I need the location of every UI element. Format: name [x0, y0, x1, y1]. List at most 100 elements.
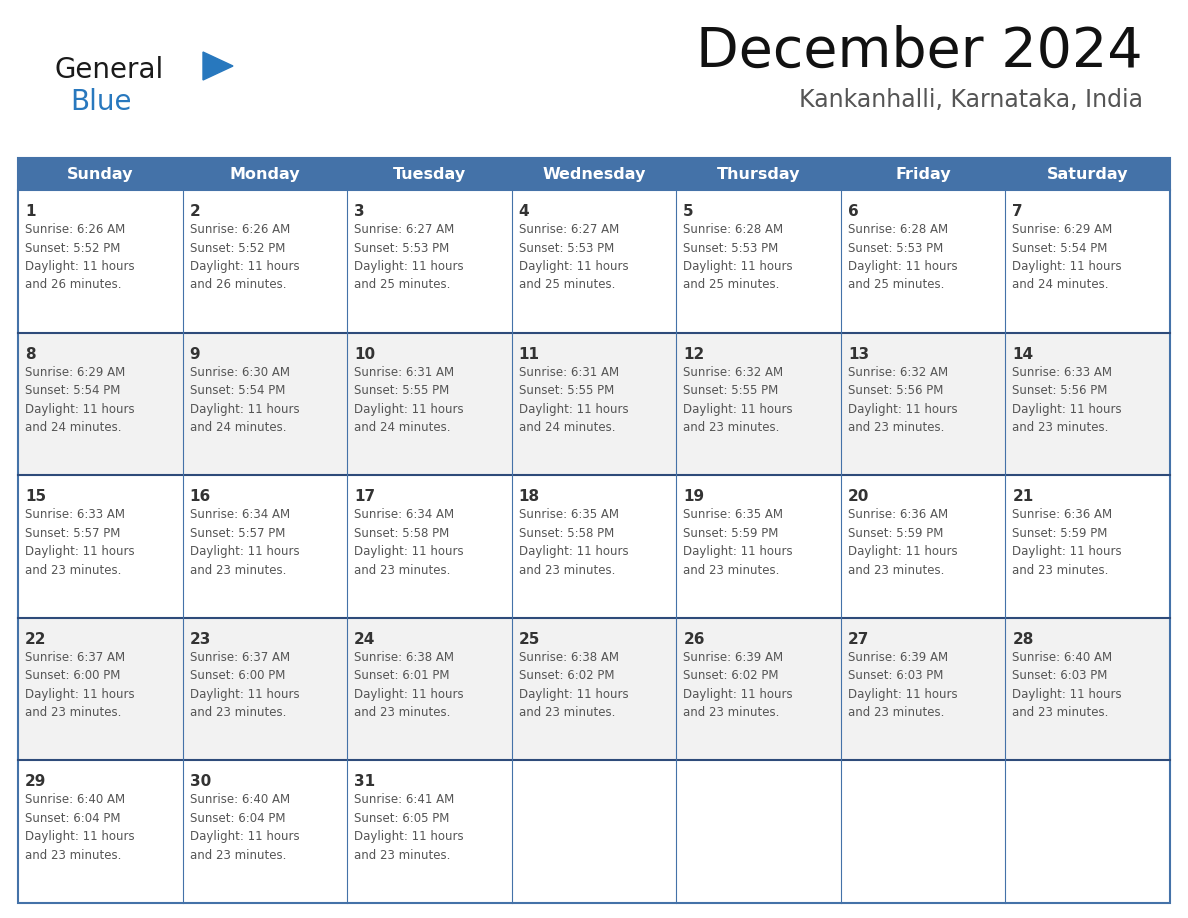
Text: and 25 minutes.: and 25 minutes. — [683, 278, 779, 292]
Text: General: General — [55, 56, 164, 84]
Text: and 23 minutes.: and 23 minutes. — [683, 421, 779, 434]
Text: 8: 8 — [25, 347, 36, 362]
Text: Daylight: 11 hours: Daylight: 11 hours — [354, 403, 463, 416]
Text: Sunrise: 6:28 AM: Sunrise: 6:28 AM — [683, 223, 783, 236]
Text: and 24 minutes.: and 24 minutes. — [354, 421, 450, 434]
Text: Daylight: 11 hours: Daylight: 11 hours — [354, 260, 463, 273]
Bar — [18, 760, 183, 903]
Bar — [512, 190, 676, 332]
Text: Daylight: 11 hours: Daylight: 11 hours — [190, 831, 299, 844]
Text: Sunrise: 6:36 AM: Sunrise: 6:36 AM — [848, 509, 948, 521]
Text: Sunrise: 6:33 AM: Sunrise: 6:33 AM — [1012, 365, 1112, 378]
Bar — [1005, 332, 1170, 476]
Bar — [347, 760, 512, 903]
Text: Sunset: 6:03 PM: Sunset: 6:03 PM — [848, 669, 943, 682]
Text: Sunrise: 6:29 AM: Sunrise: 6:29 AM — [1012, 223, 1113, 236]
Text: Blue: Blue — [70, 88, 132, 116]
Text: and 26 minutes.: and 26 minutes. — [25, 278, 121, 292]
Text: and 23 minutes.: and 23 minutes. — [190, 564, 286, 577]
Text: Sunrise: 6:32 AM: Sunrise: 6:32 AM — [848, 365, 948, 378]
Text: and 23 minutes.: and 23 minutes. — [354, 564, 450, 577]
Text: Daylight: 11 hours: Daylight: 11 hours — [25, 545, 134, 558]
Bar — [1005, 476, 1170, 618]
Text: Daylight: 11 hours: Daylight: 11 hours — [848, 545, 958, 558]
Text: Sunset: 5:58 PM: Sunset: 5:58 PM — [354, 527, 449, 540]
Text: Daylight: 11 hours: Daylight: 11 hours — [190, 260, 299, 273]
Text: and 25 minutes.: and 25 minutes. — [848, 278, 944, 292]
Bar — [841, 760, 1005, 903]
Polygon shape — [203, 52, 233, 80]
Text: Daylight: 11 hours: Daylight: 11 hours — [519, 260, 628, 273]
Text: Daylight: 11 hours: Daylight: 11 hours — [354, 688, 463, 700]
Bar — [512, 618, 676, 760]
Bar — [347, 332, 512, 476]
Text: 12: 12 — [683, 347, 704, 362]
Text: 20: 20 — [848, 489, 870, 504]
Text: #1A1A1A: #1A1A1A — [55, 77, 62, 78]
Text: Daylight: 11 hours: Daylight: 11 hours — [25, 688, 134, 700]
Bar — [183, 476, 347, 618]
Text: Sunrise: 6:30 AM: Sunrise: 6:30 AM — [190, 365, 290, 378]
Text: 23: 23 — [190, 632, 211, 647]
Bar — [841, 476, 1005, 618]
Text: Sunset: 6:00 PM: Sunset: 6:00 PM — [190, 669, 285, 682]
Text: Sunrise: 6:38 AM: Sunrise: 6:38 AM — [519, 651, 619, 664]
Text: Tuesday: Tuesday — [393, 166, 466, 182]
Text: and 24 minutes.: and 24 minutes. — [519, 421, 615, 434]
Text: 16: 16 — [190, 489, 210, 504]
Text: Kankanhalli, Karnataka, India: Kankanhalli, Karnataka, India — [800, 88, 1143, 112]
Text: Sunrise: 6:41 AM: Sunrise: 6:41 AM — [354, 793, 454, 806]
Bar — [1005, 190, 1170, 332]
Text: 24: 24 — [354, 632, 375, 647]
Text: Sunset: 6:04 PM: Sunset: 6:04 PM — [190, 812, 285, 825]
Bar — [347, 618, 512, 760]
Text: Sunrise: 6:40 AM: Sunrise: 6:40 AM — [190, 793, 290, 806]
Bar — [183, 158, 347, 190]
Bar — [18, 190, 183, 332]
Text: Sunset: 5:53 PM: Sunset: 5:53 PM — [519, 241, 614, 254]
Text: Sunset: 5:56 PM: Sunset: 5:56 PM — [848, 384, 943, 397]
Text: 28: 28 — [1012, 632, 1034, 647]
Text: Sunset: 5:59 PM: Sunset: 5:59 PM — [683, 527, 778, 540]
Text: Sunset: 5:54 PM: Sunset: 5:54 PM — [190, 384, 285, 397]
Text: and 23 minutes.: and 23 minutes. — [25, 564, 121, 577]
Text: Sunset: 5:54 PM: Sunset: 5:54 PM — [25, 384, 120, 397]
Text: Sunrise: 6:32 AM: Sunrise: 6:32 AM — [683, 365, 783, 378]
Bar — [1005, 158, 1170, 190]
Bar — [676, 760, 841, 903]
Bar — [676, 476, 841, 618]
Text: and 23 minutes.: and 23 minutes. — [848, 421, 944, 434]
Text: and 23 minutes.: and 23 minutes. — [190, 706, 286, 720]
Text: and 23 minutes.: and 23 minutes. — [683, 564, 779, 577]
Text: Daylight: 11 hours: Daylight: 11 hours — [519, 545, 628, 558]
Text: Daylight: 11 hours: Daylight: 11 hours — [1012, 545, 1121, 558]
Text: 1: 1 — [25, 204, 36, 219]
Text: Sunrise: 6:27 AM: Sunrise: 6:27 AM — [354, 223, 454, 236]
Text: and 23 minutes.: and 23 minutes. — [190, 849, 286, 862]
Text: and 23 minutes.: and 23 minutes. — [25, 849, 121, 862]
Text: Daylight: 11 hours: Daylight: 11 hours — [190, 545, 299, 558]
Text: Sunday: Sunday — [67, 166, 133, 182]
Text: Daylight: 11 hours: Daylight: 11 hours — [25, 831, 134, 844]
Text: Sunrise: 6:26 AM: Sunrise: 6:26 AM — [190, 223, 290, 236]
Text: 14: 14 — [1012, 347, 1034, 362]
Bar — [841, 332, 1005, 476]
Text: and 23 minutes.: and 23 minutes. — [519, 706, 615, 720]
Text: Sunset: 5:52 PM: Sunset: 5:52 PM — [25, 241, 120, 254]
Bar — [18, 158, 1170, 903]
Text: and 23 minutes.: and 23 minutes. — [1012, 706, 1108, 720]
Bar — [183, 760, 347, 903]
Text: Sunset: 5:55 PM: Sunset: 5:55 PM — [683, 384, 778, 397]
Bar — [841, 618, 1005, 760]
Text: Daylight: 11 hours: Daylight: 11 hours — [25, 403, 134, 416]
Text: Sunset: 5:57 PM: Sunset: 5:57 PM — [25, 527, 120, 540]
Text: Daylight: 11 hours: Daylight: 11 hours — [354, 545, 463, 558]
Bar — [676, 158, 841, 190]
Text: 25: 25 — [519, 632, 541, 647]
Text: and 23 minutes.: and 23 minutes. — [354, 706, 450, 720]
Text: Sunrise: 6:34 AM: Sunrise: 6:34 AM — [190, 509, 290, 521]
Bar — [18, 476, 183, 618]
Text: Daylight: 11 hours: Daylight: 11 hours — [190, 403, 299, 416]
Text: 9: 9 — [190, 347, 201, 362]
Text: 18: 18 — [519, 489, 539, 504]
